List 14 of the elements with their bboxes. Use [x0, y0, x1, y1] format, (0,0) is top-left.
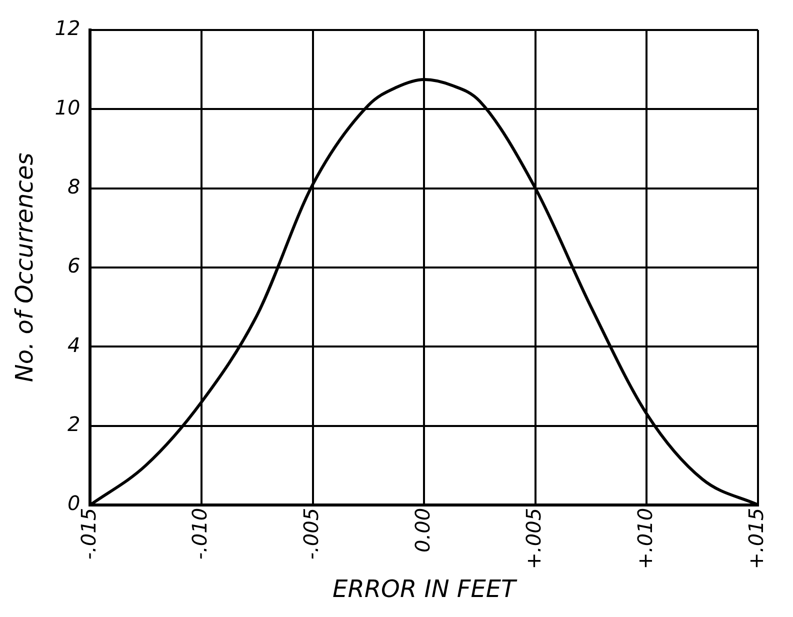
x-tick-label: -.005 [299, 508, 324, 560]
y-tick-label: 8 [68, 174, 80, 199]
y-axis-title: No. of Occurrences [10, 152, 39, 382]
y-tick-label: 10 [54, 95, 80, 120]
x-tick-label: 0.00 [410, 508, 434, 552]
y-tick-label: 2 [68, 412, 80, 436]
y-tick-label: 12 [54, 16, 80, 40]
x-axis-title: ERROR IN FEET [332, 574, 518, 603]
y-tick-label: 4 [68, 332, 80, 357]
x-tick-label: +.015 [744, 508, 768, 570]
y-tick-label: 6 [68, 254, 80, 278]
x-tick-label: +.010 [632, 508, 657, 570]
x-tick-label: +.005 [522, 508, 546, 570]
x-tick-label: -.010 [188, 508, 212, 560]
